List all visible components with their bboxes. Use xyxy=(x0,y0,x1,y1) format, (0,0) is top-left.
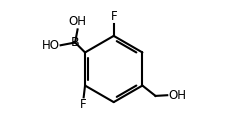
Text: B: B xyxy=(71,36,79,49)
Text: F: F xyxy=(80,98,87,111)
Text: OH: OH xyxy=(69,15,87,28)
Text: HO: HO xyxy=(42,39,60,52)
Text: F: F xyxy=(110,10,117,23)
Text: OH: OH xyxy=(168,89,186,102)
